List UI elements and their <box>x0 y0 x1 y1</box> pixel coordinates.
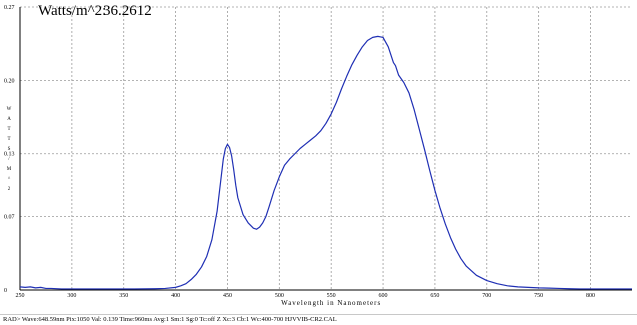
y-tick-label: 0 <box>4 288 7 294</box>
status-bar: RAD> Wave:648.59nm Pix:1050 Val: 0.139 T… <box>0 314 637 325</box>
y-tick-label: 0.20 <box>4 78 15 84</box>
spectrum-curve <box>19 35 632 290</box>
x-tick-label: 250 <box>16 293 25 299</box>
x-tick-label: 400 <box>171 293 180 299</box>
label-layer: 250 300 350 400 450 500 550 600 650 700 750 800 0 0.0… <box>4 5 595 299</box>
x-tick-label: 500 <box>275 293 284 299</box>
x-tick-label: 600 <box>379 293 388 299</box>
y-axis-title-char: M <box>7 167 12 172</box>
spectrum-chart: 250 300 350 400 450 500 550 600 650 700 750 800 0 0.0… <box>4 5 632 307</box>
y-axis-title-char: T <box>7 137 10 142</box>
x-tick-label: 450 <box>223 293 232 299</box>
y-axis-title-char: 2 <box>8 187 11 192</box>
y-axis-title-char: ^ <box>8 177 11 182</box>
axis-layer <box>19 7 632 291</box>
y-tick-label: 0.27 <box>4 5 15 11</box>
x-tick-label: 700 <box>482 293 491 299</box>
irradiance-label: Watts/m^2: <box>38 3 107 19</box>
x-axis-title: Wavelength in Nanometers <box>281 299 381 307</box>
irradiance-value: 36.2612 <box>103 3 152 19</box>
x-tick-label: 350 <box>119 293 128 299</box>
x-tick-label: 750 <box>534 293 543 299</box>
y-tick-label: 0.13 <box>4 152 15 158</box>
y-axis-title-char: S <box>8 147 11 152</box>
grid-layer <box>20 6 632 290</box>
y-tick-label: 0.07 <box>4 215 15 221</box>
x-tick-label: 550 <box>327 293 336 299</box>
y-axis-title-char: W <box>7 107 12 112</box>
y-axis-title-char: / <box>8 157 10 162</box>
series-layer <box>19 35 632 290</box>
x-tick-label: 650 <box>430 293 439 299</box>
y-axis-title-char: A <box>7 117 11 122</box>
x-tick-label: 300 <box>67 293 76 299</box>
y-axis-title-char: T <box>7 127 10 132</box>
x-tick-label: 800 <box>586 293 595 299</box>
